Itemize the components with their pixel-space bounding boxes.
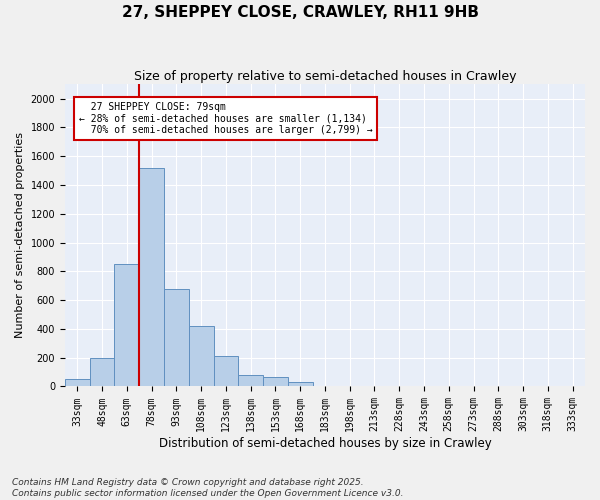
Bar [164,288,189,386]
Text: Contains HM Land Registry data © Crown copyright and database right 2025.
Contai: Contains HM Land Registry data © Crown c… [12,478,404,498]
Bar [65,380,89,386]
Bar [115,264,139,386]
Bar [214,356,238,386]
Bar [89,358,115,386]
Text: 27 SHEPPEY CLOSE: 79sqm
← 28% of semi-detached houses are smaller (1,134)
  70% : 27 SHEPPEY CLOSE: 79sqm ← 28% of semi-de… [79,102,372,136]
Bar [288,382,313,386]
Bar [238,375,263,386]
Bar [139,168,164,386]
Y-axis label: Number of semi-detached properties: Number of semi-detached properties [15,132,25,338]
Text: 27, SHEPPEY CLOSE, CRAWLEY, RH11 9HB: 27, SHEPPEY CLOSE, CRAWLEY, RH11 9HB [121,5,479,20]
Title: Size of property relative to semi-detached houses in Crawley: Size of property relative to semi-detach… [134,70,516,83]
Bar [189,326,214,386]
Bar [263,377,288,386]
X-axis label: Distribution of semi-detached houses by size in Crawley: Distribution of semi-detached houses by … [158,437,491,450]
